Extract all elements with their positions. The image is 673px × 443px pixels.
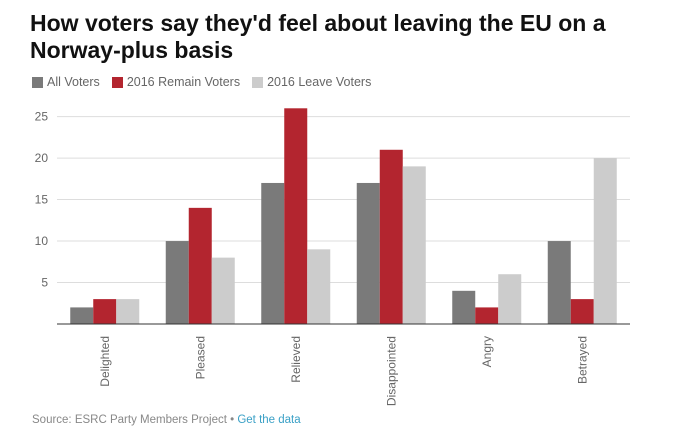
bar-delighted-series-0 <box>70 307 94 324</box>
legend-swatch-all-voters <box>32 76 43 88</box>
y-tick-label-25: 25 <box>35 110 49 124</box>
legend-swatch-remain-voters <box>111 76 123 88</box>
bar-angry-series-0 <box>452 290 476 324</box>
source-footer: Source: ESRC Party Members Project • Get… <box>32 414 301 426</box>
chart-title: How voters say they'd feel about leaving… <box>30 10 606 63</box>
get-the-data-link[interactable]: Get the data <box>237 414 301 426</box>
bar-betrayed-series-1 <box>570 299 594 324</box>
y-tick-label-10: 10 <box>35 234 49 248</box>
bar-betrayed-series-0 <box>547 241 571 324</box>
y-tick-label-15: 15 <box>35 193 49 207</box>
bar-pleased-series-1 <box>188 207 212 324</box>
bar-relieved-series-1 <box>284 108 308 324</box>
bar-disappointed-series-2 <box>402 166 426 324</box>
x-category-label-pleased: Pleased <box>193 336 207 379</box>
source-separator: • <box>226 414 238 426</box>
x-category-label-relieved: Relieved <box>289 336 303 383</box>
legend: All Voters 2016 Remain Voters 2016 Leave… <box>32 75 383 89</box>
bar-relieved-series-2 <box>307 249 331 324</box>
legend-label-leave-voters: 2016 Leave Voters <box>267 75 372 89</box>
legend-item-remain-voters: 2016 Remain Voters <box>111 75 241 89</box>
bar-disappointed-series-0 <box>356 182 380 324</box>
bar-disappointed-series-1 <box>379 149 403 324</box>
x-category-label-disappointed: Disappointed <box>384 336 398 406</box>
bar-delighted-series-2 <box>116 299 140 324</box>
legend-item-leave-voters: 2016 Leave Voters <box>252 75 371 89</box>
legend-swatch-leave-voters <box>252 76 264 88</box>
bar-pleased-series-0 <box>165 241 189 324</box>
bar-relieved-series-0 <box>261 182 285 324</box>
bar-delighted-series-1 <box>93 299 117 324</box>
y-tick-label-20: 20 <box>35 151 49 165</box>
legend-label-remain-voters: 2016 Remain Voters <box>126 75 241 89</box>
bar-pleased-series-2 <box>211 257 235 324</box>
legend-label-all-voters: All Voters <box>47 75 100 89</box>
bar-betrayed-series-2 <box>593 158 617 324</box>
bar-angry-series-1 <box>475 307 499 324</box>
bar-angry-series-2 <box>498 274 522 324</box>
x-category-label-angry: Angry <box>480 336 494 367</box>
x-category-label-betrayed: Betrayed <box>575 336 589 384</box>
source-text: Source: ESRC Party Members Project <box>32 414 227 426</box>
x-category-label-delighted: Delighted <box>98 336 112 387</box>
y-tick-label-5: 5 <box>41 276 48 290</box>
legend-item-all-voters: All Voters <box>32 75 100 89</box>
